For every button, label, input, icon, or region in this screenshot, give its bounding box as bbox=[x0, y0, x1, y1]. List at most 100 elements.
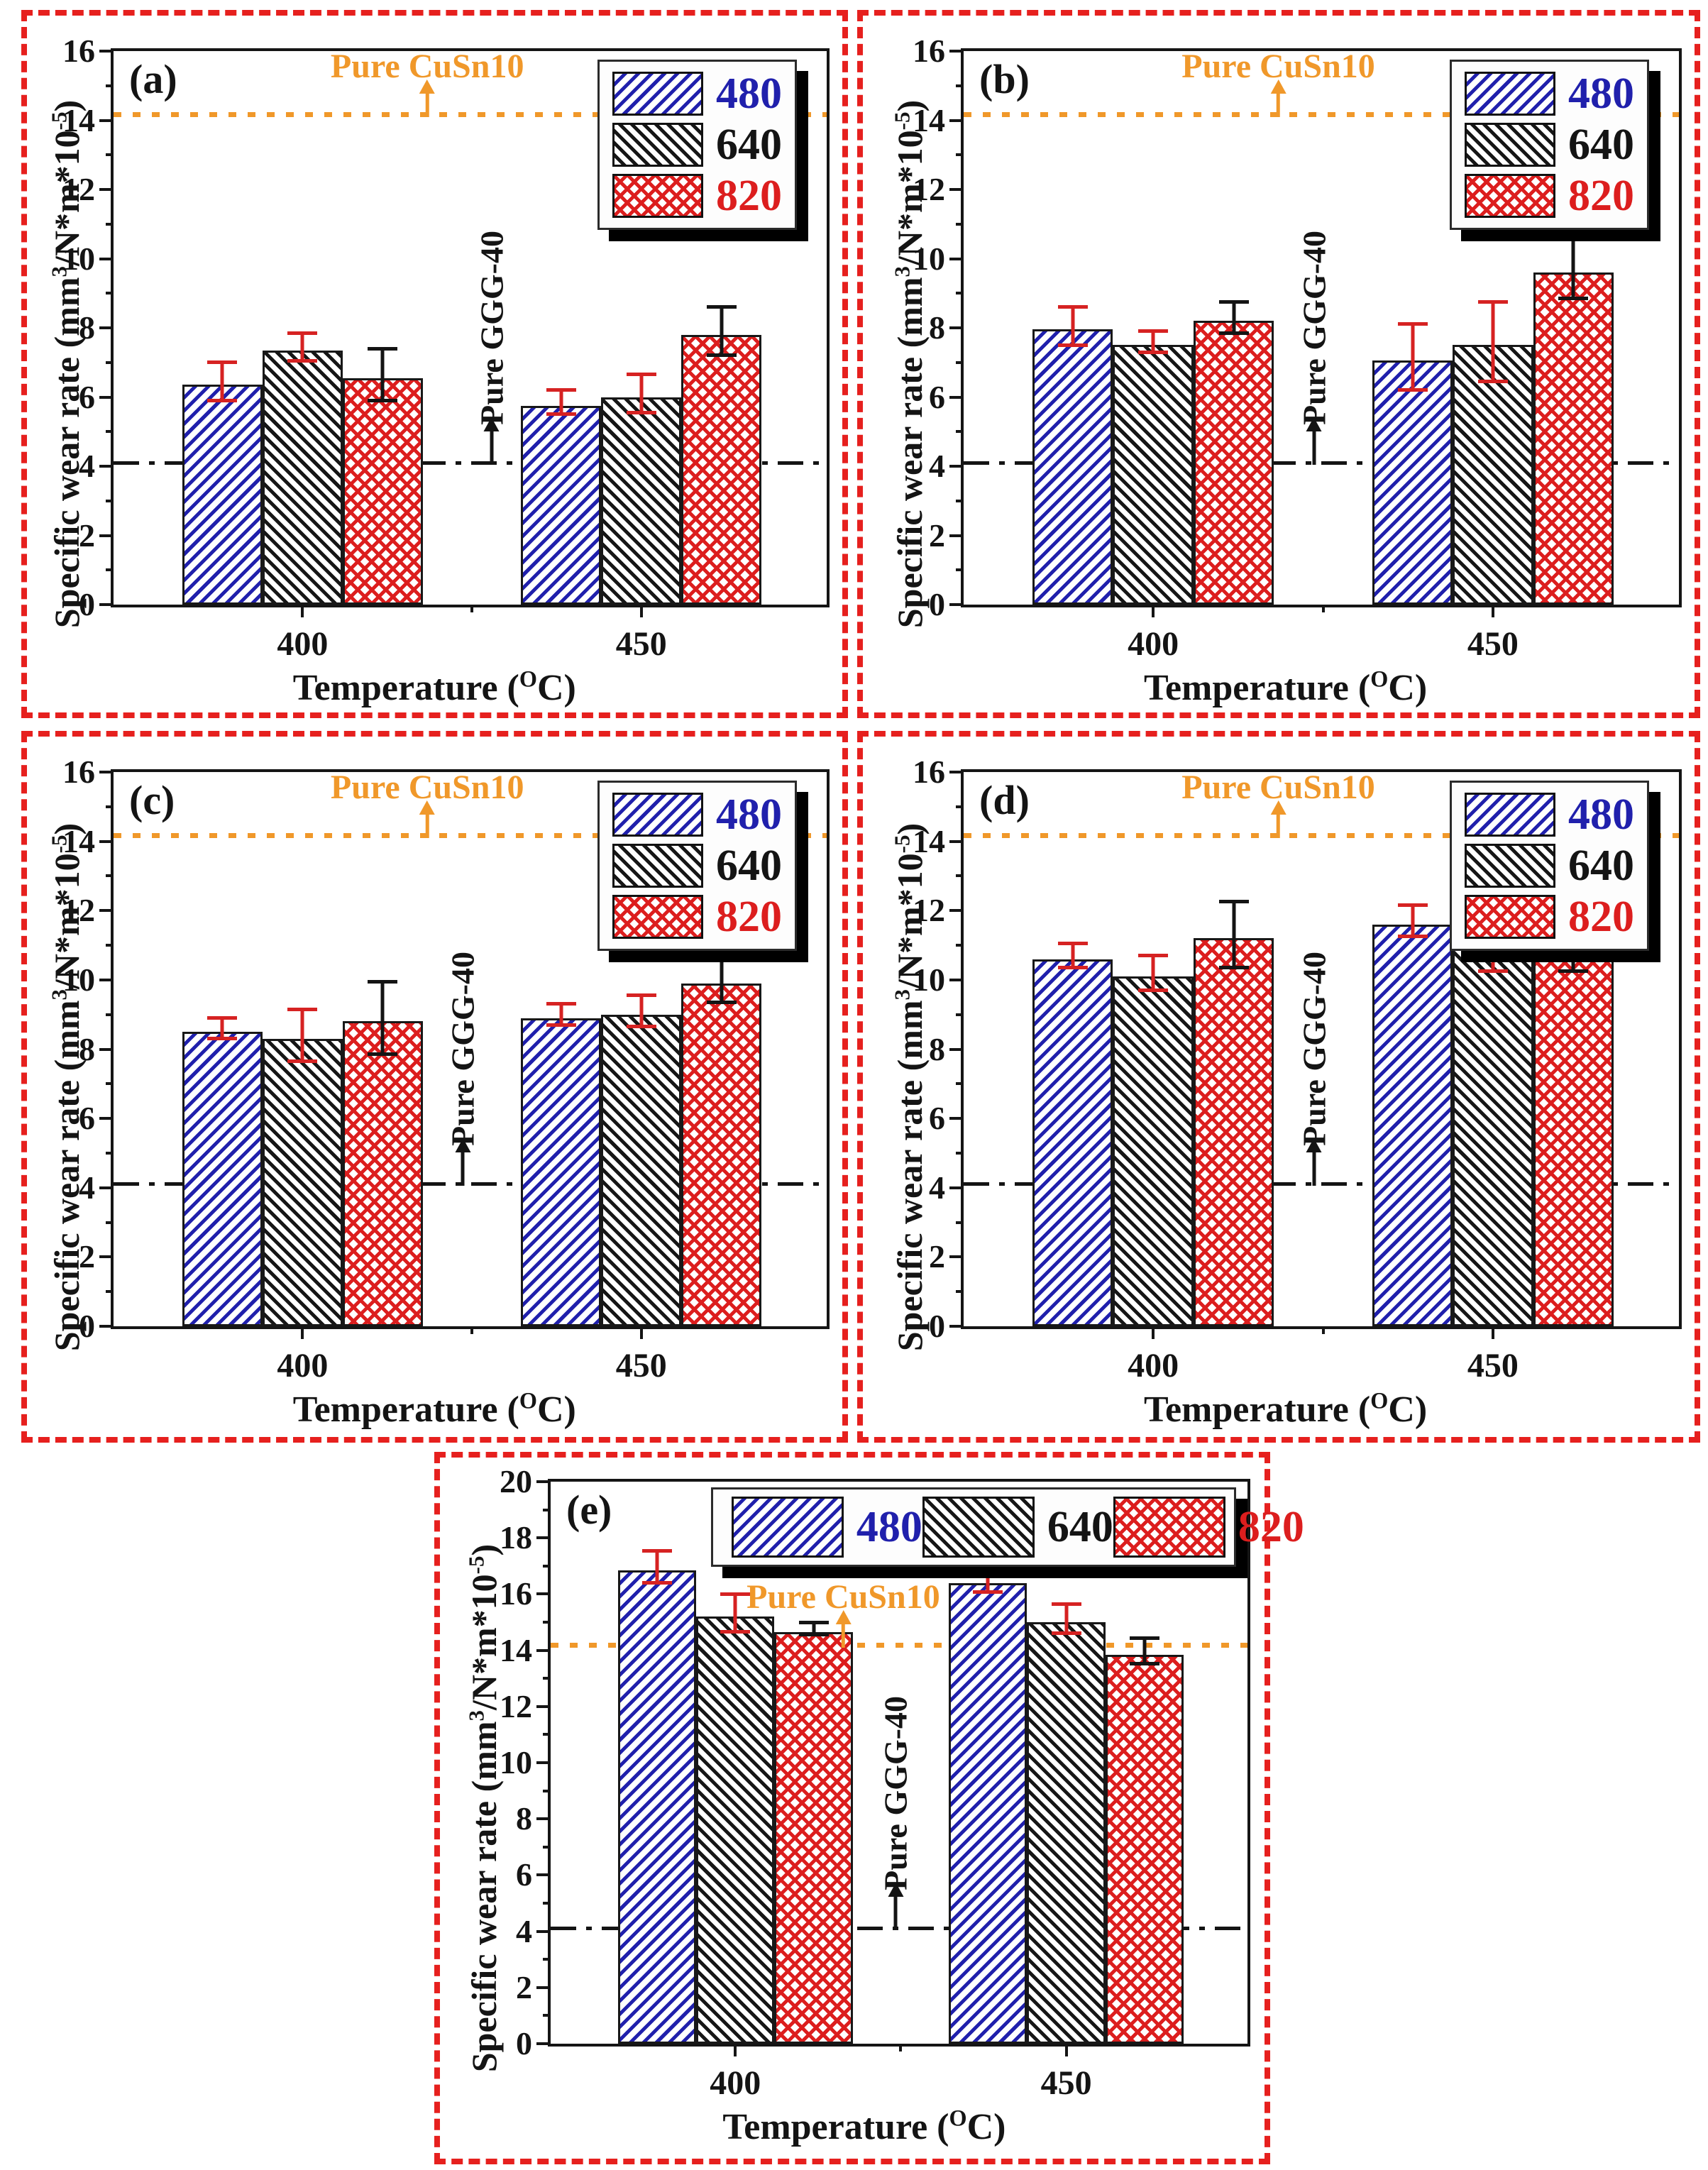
plot-area-c: 0 2 4 6 8 10 12 14 16 400 450 (c) Pure CuSn10 Pure GG… bbox=[62, 756, 830, 1430]
y-tick-label: 8 bbox=[79, 1030, 95, 1067]
error-bar-640-450 bbox=[626, 373, 656, 414]
bar-640-400 bbox=[1113, 976, 1194, 1326]
y-tick-label: 16 bbox=[500, 1575, 532, 1612]
y-axis-tick bbox=[543, 1845, 551, 1849]
bar-480-450 bbox=[521, 405, 602, 605]
error-bar-480-400 bbox=[641, 1548, 672, 1585]
legend-entry-640: 640 bbox=[922, 1497, 1113, 1558]
bar-640-400 bbox=[262, 350, 343, 605]
panel-label-b: (b) bbox=[979, 56, 1030, 102]
y-axis-tick bbox=[949, 257, 964, 260]
bar-820-450 bbox=[1533, 272, 1614, 605]
y-axis-tick bbox=[536, 1592, 551, 1596]
error-bar-820-450 bbox=[1130, 1636, 1160, 1666]
legend-swatch-820-icon bbox=[612, 895, 703, 939]
error-bar-480-400 bbox=[207, 1015, 238, 1041]
error-bar-820-400 bbox=[368, 346, 398, 402]
y-tick-label: 8 bbox=[929, 1030, 945, 1067]
bar-820-450 bbox=[681, 334, 762, 605]
x-axis-tick bbox=[639, 1326, 643, 1339]
legend-box: 480 640 820 bbox=[1450, 60, 1649, 230]
y-axis-tick bbox=[99, 1255, 114, 1259]
y-axis-tick bbox=[536, 1480, 551, 1483]
error-bar-820-400 bbox=[1218, 900, 1249, 970]
panel-label-a: (a) bbox=[129, 56, 177, 102]
legend-label-640: 640 bbox=[716, 121, 782, 169]
legend-entry-820: 820 bbox=[612, 174, 782, 218]
bar-640-450 bbox=[601, 1014, 682, 1326]
x-axis-tick bbox=[301, 605, 304, 617]
ref-line-pure-cusn10 bbox=[964, 111, 1679, 117]
y-axis-tick bbox=[106, 360, 114, 364]
up-arrow-icon bbox=[425, 89, 429, 117]
legend-label-820: 820 bbox=[716, 172, 782, 220]
x-axis-tick bbox=[734, 2044, 737, 2056]
y-tick-label: 8 bbox=[929, 309, 945, 346]
annotation-pure-ggg40-text: Pure GGG-40 bbox=[1296, 952, 1333, 1147]
legend-entry-640: 640 bbox=[1465, 844, 1634, 888]
y-axis-tick bbox=[106, 499, 114, 502]
error-bar-640-400 bbox=[720, 1592, 751, 1634]
y-tick-label: 14 bbox=[62, 822, 95, 859]
bar-480-400 bbox=[182, 385, 263, 605]
y-axis-tick bbox=[106, 1151, 114, 1155]
y-tick-label: 12 bbox=[500, 1687, 532, 1724]
x-axis-tick bbox=[639, 605, 643, 617]
y-axis-tick bbox=[536, 2042, 551, 2045]
y-tick-label: 0 bbox=[929, 586, 945, 622]
y-axis-tick bbox=[543, 1958, 551, 1961]
y-tick-label: 12 bbox=[62, 171, 95, 207]
legend-label-480: 480 bbox=[1568, 70, 1634, 118]
y-axis-tick bbox=[99, 50, 114, 53]
legend-box: 480 640 820 bbox=[1450, 781, 1649, 951]
y-axis-tick bbox=[956, 84, 964, 87]
y-tick-label: 6 bbox=[929, 378, 945, 415]
legend-label-640: 640 bbox=[716, 842, 782, 890]
y-axis-tick bbox=[949, 839, 964, 843]
y-tick-label: 6 bbox=[929, 1100, 945, 1137]
ref-line-pure-cusn10 bbox=[114, 111, 827, 117]
x-axis-tick bbox=[1064, 2044, 1068, 2056]
error-bar-480-400 bbox=[1057, 941, 1088, 970]
x-axis-tick bbox=[1491, 605, 1494, 617]
legend-label-480: 480 bbox=[716, 70, 782, 118]
y-axis-tick bbox=[949, 1186, 964, 1189]
x-axis-minor-tick bbox=[899, 2044, 903, 2051]
legend-swatch-820-icon bbox=[612, 174, 703, 218]
y-axis-tick bbox=[99, 119, 114, 122]
annotation-pure-ggg40: Pure GGG-40 bbox=[473, 231, 510, 465]
y-tick-label: 0 bbox=[79, 586, 95, 622]
error-bar-640-400 bbox=[287, 1007, 318, 1064]
legend-label-820: 820 bbox=[716, 893, 782, 941]
error-bar-820-400 bbox=[368, 979, 398, 1057]
legend-entry-640: 640 bbox=[612, 123, 782, 167]
annotation-pure-ggg40-text: Pure GGG-40 bbox=[877, 1695, 914, 1890]
legend-label-480: 480 bbox=[856, 1503, 922, 1551]
legend-swatch-640-icon bbox=[1465, 844, 1555, 888]
y-axis-tick bbox=[536, 1873, 551, 1877]
legend-label-480: 480 bbox=[716, 791, 782, 839]
y-axis-tick bbox=[99, 188, 114, 191]
annotation-pure-ggg40: Pure GGG-40 bbox=[1295, 231, 1333, 465]
panel-label-c: (c) bbox=[129, 777, 175, 823]
ref-line-pure-cusn10 bbox=[964, 832, 1679, 838]
y-axis-tick bbox=[99, 909, 114, 913]
y-axis-tick bbox=[99, 603, 114, 606]
y-tick-label: 2 bbox=[929, 1238, 945, 1275]
y-tick-label: 6 bbox=[79, 1100, 95, 1137]
bar-640-450 bbox=[601, 397, 682, 605]
y-axis-tick bbox=[536, 1986, 551, 1989]
x-axis-minor-tick bbox=[1321, 1326, 1325, 1334]
y-tick-label: 4 bbox=[79, 1169, 95, 1206]
y-axis-tick bbox=[543, 2014, 551, 2017]
annotation-pure-ggg40-text: Pure GGG-40 bbox=[1296, 230, 1333, 425]
x-axis-tick bbox=[1491, 1326, 1494, 1339]
y-axis-title: Specific wear rate (mm3/N*m*10-5) bbox=[889, 99, 930, 629]
y-tick-label: 10 bbox=[62, 961, 95, 998]
y-axis-tick bbox=[956, 1221, 964, 1224]
y-tick-label: 2 bbox=[929, 517, 945, 553]
y-tick-label: 16 bbox=[913, 33, 945, 69]
ref-line-pure-ggg40 bbox=[114, 461, 827, 465]
y-axis-tick bbox=[949, 326, 964, 329]
y-tick-label: 10 bbox=[500, 1744, 532, 1780]
